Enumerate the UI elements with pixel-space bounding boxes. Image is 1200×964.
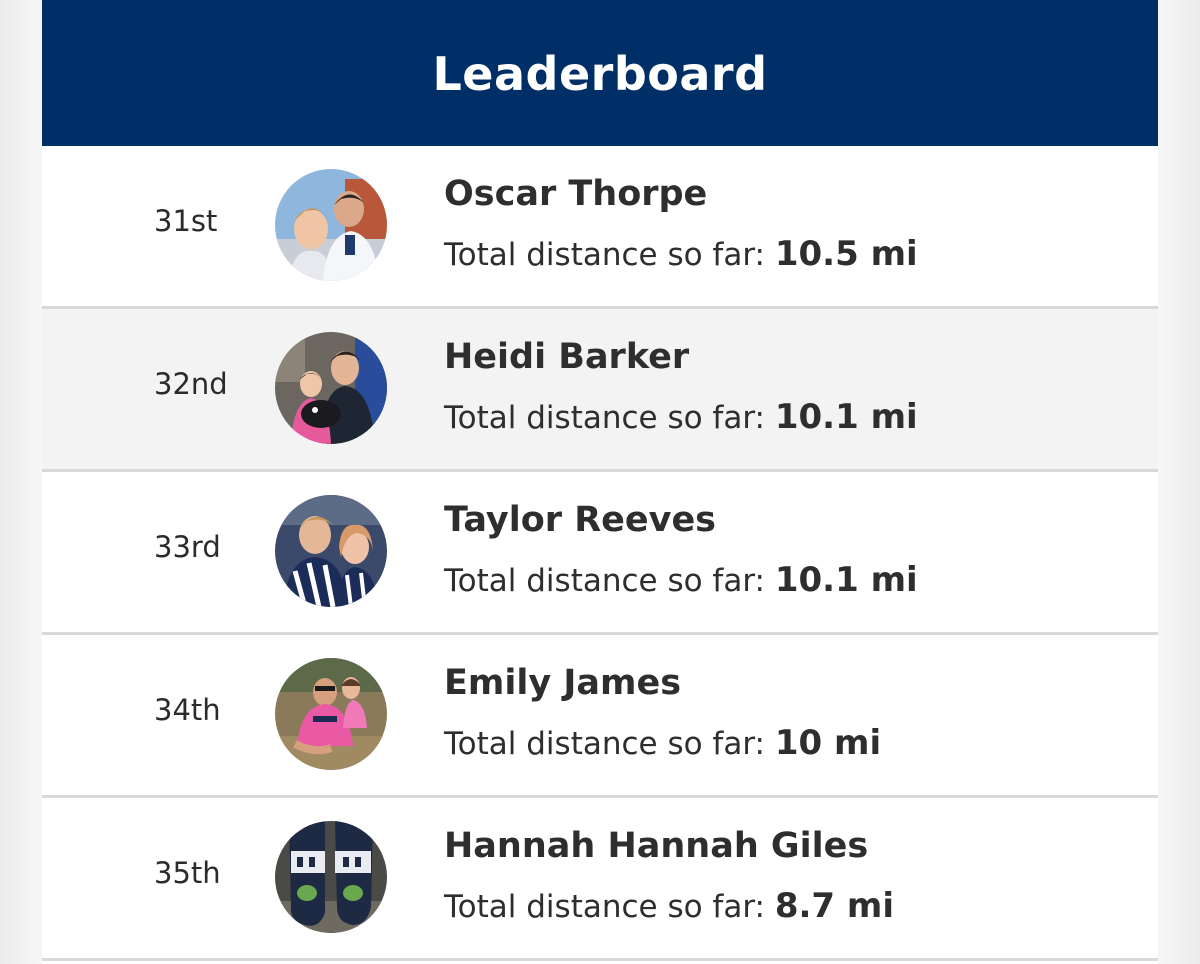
- rank-label: 32nd: [154, 367, 228, 401]
- distance-label: Total distance so far:: [444, 237, 765, 273]
- player-name: Hannah Hannah Giles: [444, 826, 869, 866]
- distance-text: Total distance so far: 10 mi: [444, 723, 881, 763]
- distance-label: Total distance so far:: [444, 889, 765, 925]
- distance-label: Total distance so far:: [444, 400, 765, 436]
- photo-man-pink-shirt-avatar-icon: [275, 658, 387, 770]
- leaderboard-row[interactable]: 31st Oscar Thorpe: [42, 146, 1158, 309]
- leaderboard-list: 31st Oscar Thorpe: [42, 146, 1158, 961]
- photo-two-boys-avatar-icon: [275, 169, 387, 281]
- leaderboard-card: Leaderboard 31st: [42, 0, 1158, 964]
- distance-text: Total distance so far: 10.5 mi: [444, 234, 918, 274]
- distance-value: 10 mi: [774, 723, 882, 763]
- rank-label: 35th: [154, 856, 221, 890]
- distance-text: Total distance so far: 10.1 mi: [444, 397, 918, 437]
- distance-label: Total distance so far:: [444, 563, 765, 599]
- distance-value: 8.7 mi: [774, 886, 895, 926]
- photo-socks-avatar-icon: [275, 821, 387, 933]
- leaderboard-row[interactable]: 32nd Heid: [42, 309, 1158, 472]
- rank-label: 33rd: [154, 530, 221, 564]
- leaderboard-row[interactable]: 33rd Taylor Reeves: [42, 472, 1158, 635]
- photo-two-fans-avatar-icon: [275, 495, 387, 607]
- rank-label: 31st: [154, 204, 218, 238]
- distance-value: 10.1 mi: [774, 560, 918, 600]
- player-name: Emily James: [444, 663, 682, 703]
- distance-text: Total distance so far: 8.7 mi: [444, 886, 894, 926]
- leaderboard-row[interactable]: 35th: [42, 798, 1158, 961]
- rank-label: 34th: [154, 693, 221, 727]
- photo-girl-with-player-avatar-icon: [275, 332, 387, 444]
- distance-value: 10.5 mi: [774, 234, 918, 274]
- distance-text: Total distance so far: 10.1 mi: [444, 560, 918, 600]
- player-name: Taylor Reeves: [444, 500, 717, 540]
- distance-value: 10.1 mi: [774, 397, 918, 437]
- player-name: Oscar Thorpe: [444, 174, 708, 214]
- distance-label: Total distance so far:: [444, 726, 765, 762]
- player-name: Heidi Barker: [444, 337, 690, 377]
- leaderboard-header: Leaderboard: [42, 0, 1158, 146]
- leaderboard-row[interactable]: 34th Emil: [42, 635, 1158, 798]
- page-title: Leaderboard: [432, 47, 768, 101]
